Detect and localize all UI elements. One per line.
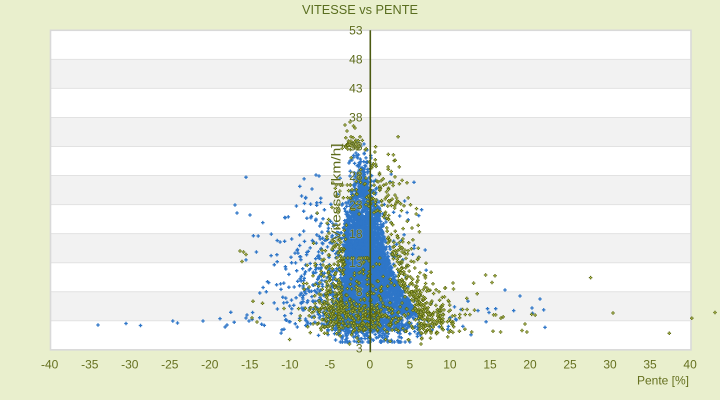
svg-text:-10: -10 [281, 358, 299, 372]
svg-text:10: 10 [443, 358, 457, 372]
svg-text:-5: -5 [325, 358, 336, 372]
svg-text:0: 0 [367, 358, 374, 372]
svg-text:28: 28 [349, 169, 363, 183]
svg-text:43: 43 [349, 82, 363, 96]
svg-text:18: 18 [349, 227, 363, 241]
svg-text:Pente [%]: Pente [%] [637, 374, 689, 388]
svg-text:23: 23 [349, 198, 363, 212]
svg-text:35: 35 [643, 358, 657, 372]
svg-text:13: 13 [349, 256, 363, 270]
svg-text:-40: -40 [41, 358, 59, 372]
svg-text:8: 8 [356, 285, 363, 299]
svg-text:15: 15 [483, 358, 497, 372]
svg-text:-25: -25 [161, 358, 179, 372]
svg-text:-30: -30 [121, 358, 139, 372]
svg-text:3: 3 [356, 342, 363, 356]
svg-text:-35: -35 [81, 358, 99, 372]
svg-text:-15: -15 [241, 358, 259, 372]
svg-text:Vitesse [km/h]: Vitesse [km/h] [329, 144, 344, 241]
svg-text:5: 5 [407, 358, 414, 372]
svg-text:38: 38 [349, 111, 363, 125]
svg-text:20: 20 [523, 358, 537, 372]
svg-text:40: 40 [683, 358, 697, 372]
svg-text:-20: -20 [201, 358, 219, 372]
svg-text:VITESSE vs PENTE: VITESSE vs PENTE [302, 2, 418, 17]
svg-text:25: 25 [563, 358, 577, 372]
svg-text:30: 30 [603, 358, 617, 372]
svg-text:53: 53 [349, 24, 363, 38]
svg-text:33: 33 [349, 140, 363, 154]
svg-text:48: 48 [349, 53, 363, 67]
